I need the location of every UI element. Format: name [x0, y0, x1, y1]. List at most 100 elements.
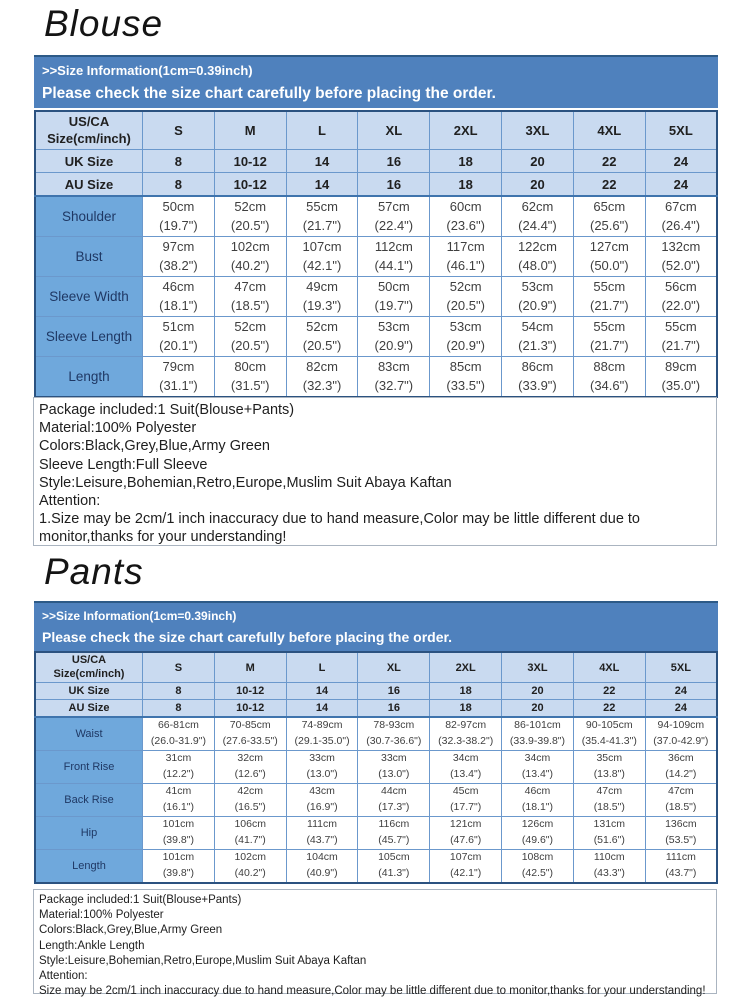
measurement-label: Sleeve Length — [34, 316, 143, 357]
measurement-value-cell: 66-81cm (26.0-31.9") — [142, 716, 215, 751]
measurement-value-cell: 101cm (39.8") — [142, 816, 215, 850]
size-row-label: AU Size — [34, 699, 143, 718]
note-line: Package included:1 Suit(Blouse+Pants) — [39, 402, 295, 418]
pants-check-chart-notice: Please check the size chart carefully be… — [42, 629, 453, 645]
size-value-cell: 22 — [572, 149, 646, 173]
size-column-header: 3XL — [501, 110, 574, 150]
size-row-label: UK Size — [34, 149, 143, 173]
size-column-header: 5XL — [644, 110, 718, 150]
measurement-value-cell: 107cm (42.1") — [285, 236, 359, 277]
size-column-header: L — [285, 651, 359, 683]
measurement-value-cell: 131cm (51.6") — [572, 816, 646, 850]
measurement-value-cell: 47cm (18.5") — [213, 276, 287, 317]
size-value-cell: 14 — [285, 699, 359, 718]
us-ca-size-corner-label: US/CA Size(cm/inch) — [34, 651, 143, 683]
note-line: Attention: — [39, 970, 88, 983]
measurement-value-cell: 85cm (33.5") — [429, 356, 503, 398]
measurement-value-cell: 83cm (32.7") — [357, 356, 431, 398]
size-column-header: S — [142, 651, 215, 683]
measurement-value-cell: 82-97cm (32.3-38.2") — [429, 716, 503, 751]
measurement-value-cell: 90-105cm (35.4-41.3") — [572, 716, 646, 751]
measurement-value-cell: 88cm (34.6") — [572, 356, 646, 398]
measurement-value-cell: 126cm (49.6") — [501, 816, 574, 850]
measurement-value-cell: 33cm (13.0") — [357, 750, 431, 784]
measurement-value-cell: 111cm (43.7") — [644, 849, 718, 884]
measurement-value-cell: 89cm (35.0") — [644, 356, 718, 398]
measurement-value-cell: 44cm (17.3") — [357, 783, 431, 817]
size-value-cell: 8 — [142, 682, 215, 700]
measurement-value-cell: 86-101cm (33.9-39.8") — [501, 716, 574, 751]
size-value-cell: 14 — [285, 172, 359, 197]
pants-size-table: US/CA Size(cm/inch) S M L XL 2XL 3XL 4XL 5XL UK S… — [34, 651, 718, 884]
size-value-cell: 24 — [644, 149, 718, 173]
size-column-header: 2XL — [429, 110, 503, 150]
measurement-row: Sleeve Width 46cm (18.1") 47cm (18.5") 49cm… — [34, 276, 718, 317]
measurement-value-cell: 34cm (13.4") — [429, 750, 503, 784]
size-value-cell: 10-12 — [213, 149, 287, 173]
measurement-value-cell: 74-89cm (29.1-35.0") — [285, 716, 359, 751]
measurement-value-cell: 111cm (43.7") — [285, 816, 359, 850]
note-line: Material:100% Polyester — [39, 420, 197, 437]
measurement-value-cell: 53cm (20.9") — [501, 276, 574, 317]
measurement-label: Waist — [34, 716, 143, 751]
measurement-value-cell: 102cm (40.2") — [213, 849, 287, 884]
measurement-value-cell: 46cm (18.1") — [142, 276, 215, 317]
size-value-cell: 10-12 — [213, 682, 287, 700]
size-header-row: US/CA Size(cm/inch) S M L XL 2XL 3XL 4XL 5XL — [34, 651, 718, 683]
size-value-cell: 24 — [644, 172, 718, 197]
measurement-label: Shoulder — [34, 195, 143, 237]
size-value-cell: 22 — [572, 172, 646, 197]
size-value-cell: 24 — [644, 699, 718, 718]
size-value-cell: 8 — [142, 172, 215, 197]
measurement-value-cell: 43cm (16.9") — [285, 783, 359, 817]
measurement-value-cell: 51cm (20.1") — [142, 316, 215, 357]
measurement-value-cell: 53cm (20.9") — [429, 316, 503, 357]
measurement-value-cell: 47cm (18.5") — [572, 783, 646, 817]
size-column-header: 5XL — [644, 651, 718, 683]
size-header-row: US/CA Size(cm/inch) S M L XL 2XL 3XL 4XL 5XL — [34, 110, 718, 150]
measurement-row: Back Rise 41cm (16.1") 42cm (16.5") 43cm (1… — [34, 783, 718, 817]
pants-notes: Package included:1 Suit(Blouse+Pants) Mat… — [33, 889, 717, 997]
measurement-value-cell: 50cm (19.7") — [142, 195, 215, 237]
measurement-value-cell: 108cm (42.5") — [501, 849, 574, 884]
measurement-value-cell: 97cm (38.2") — [142, 236, 215, 277]
measurement-value-cell: 60cm (23.6") — [429, 195, 503, 237]
size-value-cell: 20 — [501, 682, 574, 700]
measurement-value-cell: 67cm (26.4") — [644, 195, 718, 237]
measurement-value-cell: 78-93cm (30.7-36.6") — [357, 716, 431, 751]
measurement-value-cell: 79cm (31.1") — [142, 356, 215, 398]
measurement-value-cell: 55cm (21.7") — [572, 316, 646, 357]
size-column-header: 2XL — [429, 651, 503, 683]
note-line: Material:100% Polyester — [39, 909, 164, 922]
measurement-value-cell: 65cm (25.6") — [572, 195, 646, 237]
size-value-cell: 8 — [142, 699, 215, 718]
note-line: Style:Leisure,Bohemian,Retro,Europe,Musl… — [39, 954, 367, 967]
measurement-value-cell: 53cm (20.9") — [357, 316, 431, 357]
measurement-value-cell: 56cm (22.0") — [644, 276, 718, 317]
blouse-size-information-label: >>Size Information(1cm=0.39inch) — [42, 63, 253, 78]
measurement-label: Length — [34, 356, 143, 398]
size-value-cell: 20 — [501, 172, 574, 197]
size-column-header: XL — [357, 651, 431, 683]
measurement-row: Sleeve Length 51cm (20.1") 52cm (20.5") 52c… — [34, 316, 718, 357]
size-value-cell: 20 — [501, 699, 574, 718]
pants-title: Pants — [44, 551, 144, 592]
measurement-value-cell: 50cm (19.7") — [357, 276, 431, 317]
size-value-cell: 16 — [357, 149, 431, 173]
measurement-label: Hip — [34, 816, 143, 850]
measurement-value-cell: 136cm (53.5") — [644, 816, 718, 850]
note-line: Size may be 2cm/1 inch inaccuracy due to… — [39, 985, 706, 998]
note-line: Package included:1 Suit(Blouse+Pants) — [39, 894, 242, 906]
blouse-info-bar: >>Size Information(1cm=0.39inch) Please … — [34, 55, 718, 108]
note-line: 1.Size may be 2cm/1 inch inaccuracy due … — [39, 511, 640, 546]
size-value-cell: 16 — [357, 699, 431, 718]
measurement-value-cell: 62cm (24.4") — [501, 195, 574, 237]
size-value-cell: 22 — [572, 682, 646, 700]
size-column-header: S — [142, 110, 215, 150]
us-ca-size-corner-label: US/CA Size(cm/inch) — [34, 110, 143, 150]
measurement-value-cell: 117cm (46.1") — [429, 236, 503, 277]
note-line: Style:Leisure,Bohemian,Retro,Europe,Musl… — [39, 474, 452, 491]
measurement-label: Front Rise — [34, 750, 143, 784]
blouse-check-chart-notice: Please check the size chart carefully be… — [42, 85, 496, 102]
measurement-value-cell: 132cm (52.0") — [644, 236, 718, 277]
